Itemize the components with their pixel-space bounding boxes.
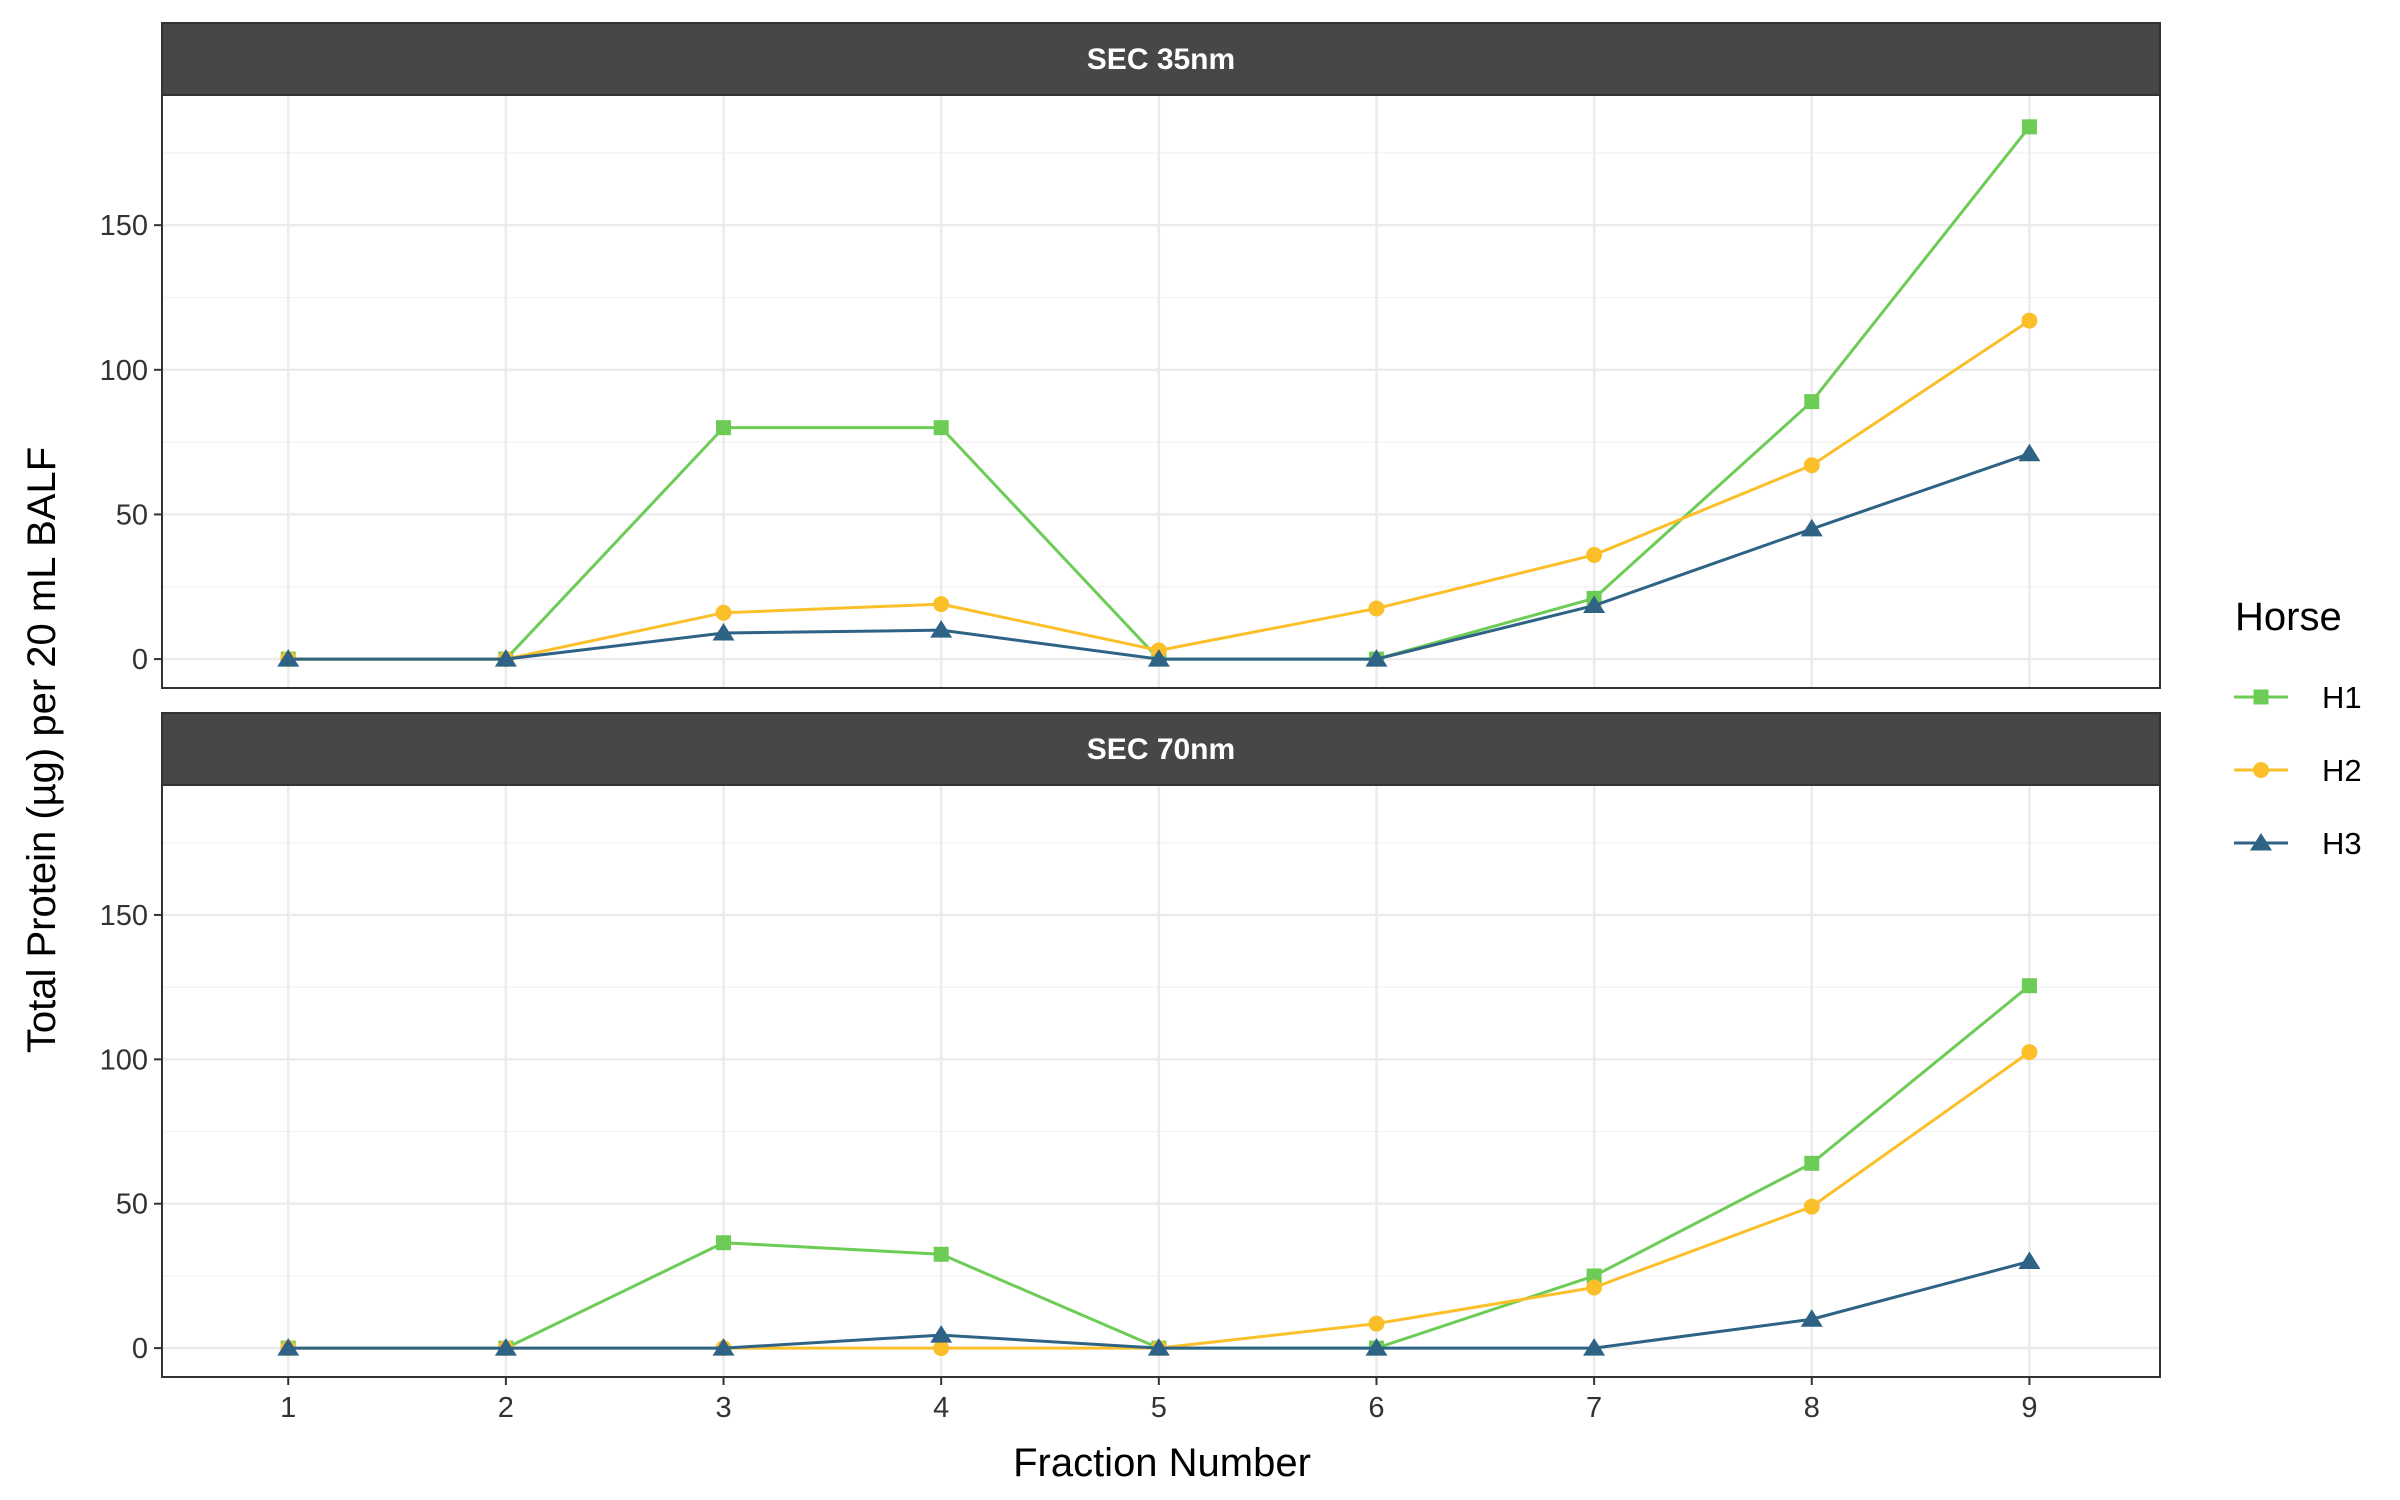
data-point bbox=[2021, 978, 2037, 994]
data-point bbox=[1365, 649, 1388, 667]
data-point bbox=[1365, 1338, 1388, 1356]
data-point bbox=[1586, 1268, 1602, 1284]
data-point bbox=[712, 623, 735, 641]
legend-item-h2: H2 bbox=[2234, 753, 2362, 788]
y-tick-label: 100 bbox=[100, 1044, 148, 1076]
x-axis: 1 2 3 4 5 6 7 8 9 bbox=[280, 1377, 2037, 1424]
data-point bbox=[933, 596, 950, 613]
panel-border bbox=[161, 784, 2161, 1378]
x-axis-title: Fraction Number bbox=[1013, 1441, 1311, 1485]
data-point bbox=[277, 649, 300, 667]
data-point bbox=[930, 1325, 953, 1343]
x-tick-label: 1 bbox=[280, 1392, 296, 1424]
y-tick-label: 150 bbox=[100, 210, 148, 242]
data-point bbox=[1804, 1155, 1820, 1171]
data-point bbox=[2021, 119, 2037, 135]
data-point bbox=[1586, 546, 1603, 563]
y-axis: 0 50 100 150 bbox=[100, 900, 162, 1365]
facet-strip-label: SEC 70nm bbox=[1087, 733, 1235, 766]
legend-item-h1: H1 bbox=[2234, 680, 2362, 715]
panel-1: SEC 35nm 0 50 100 150 bbox=[100, 22, 2161, 689]
legend-item-h3: H3 bbox=[2234, 826, 2362, 861]
y-axis: 0 50 100 150 bbox=[100, 210, 162, 676]
data-point bbox=[1147, 649, 1170, 667]
legend-title: Horse bbox=[2235, 595, 2342, 639]
data-point bbox=[933, 420, 949, 436]
panel-background bbox=[162, 785, 2160, 1377]
y-tick-label: 0 bbox=[132, 644, 148, 676]
y-tick-label: 100 bbox=[100, 355, 148, 387]
data-point bbox=[712, 1338, 735, 1356]
panel-2: SEC 70nm 0 50 100 150 bbox=[100, 712, 2161, 1378]
y-tick-label: 150 bbox=[100, 900, 148, 932]
data-point bbox=[1583, 595, 1606, 614]
data-point bbox=[1586, 1279, 1603, 1296]
legend-key-marker bbox=[2253, 762, 2269, 778]
gridlines bbox=[162, 95, 2160, 688]
y-tick-label: 50 bbox=[116, 499, 148, 531]
data-point bbox=[2021, 1044, 2038, 1061]
data-point bbox=[1804, 394, 1820, 410]
data-point bbox=[494, 649, 517, 667]
data-point bbox=[2021, 312, 2038, 329]
legend: Horse H1 H2 H3 bbox=[2234, 595, 2362, 861]
data-point bbox=[1800, 1309, 1823, 1327]
x-tick-label: 4 bbox=[933, 1392, 949, 1424]
x-tick-label: 8 bbox=[1804, 1392, 1820, 1424]
data-point bbox=[930, 620, 953, 638]
panel-background bbox=[162, 95, 2160, 688]
facet-strip-label: SEC 35nm bbox=[1087, 43, 1235, 76]
x-tick-label: 2 bbox=[498, 1392, 514, 1424]
x-tick-label: 3 bbox=[715, 1392, 731, 1424]
data-point bbox=[1368, 600, 1385, 617]
series-h3 bbox=[277, 443, 2041, 667]
x-tick-label: 5 bbox=[1151, 1392, 1167, 1424]
legend-label: H3 bbox=[2322, 826, 2362, 861]
data-point bbox=[2018, 443, 2041, 462]
data-point bbox=[277, 1338, 300, 1356]
y-axis-title: Total Protein (µg) per 20 mL BALF bbox=[20, 447, 64, 1053]
y-tick-label: 50 bbox=[116, 1189, 148, 1221]
data-point bbox=[716, 420, 732, 436]
legend-key-marker bbox=[2253, 689, 2269, 705]
data-point bbox=[2018, 1251, 2041, 1269]
x-tick-label: 9 bbox=[2021, 1392, 2037, 1424]
data-point bbox=[1800, 518, 1823, 537]
data-point bbox=[1368, 1315, 1385, 1332]
legend-label: H1 bbox=[2322, 680, 2362, 715]
panel-border bbox=[161, 94, 2161, 689]
data-point bbox=[716, 1235, 732, 1251]
data-point bbox=[715, 604, 732, 621]
data-point bbox=[1803, 1198, 1820, 1215]
panels: SEC 35nm 0 50 100 150 SEC 70nm 0 50 100 150 bbox=[100, 22, 2161, 1378]
facet-strip bbox=[161, 22, 2161, 96]
legend-key-marker bbox=[2250, 833, 2272, 851]
facet-strip bbox=[161, 712, 2161, 786]
legend-label: H2 bbox=[2322, 753, 2362, 788]
data-point bbox=[933, 1246, 949, 1262]
y-tick-label: 0 bbox=[132, 1333, 148, 1365]
x-tick-label: 7 bbox=[1586, 1392, 1602, 1424]
series-h3 bbox=[277, 1251, 2041, 1356]
data-point bbox=[1803, 457, 1820, 474]
x-tick-label: 6 bbox=[1368, 1392, 1384, 1424]
data-point bbox=[494, 1338, 517, 1356]
data-point bbox=[1583, 1338, 1606, 1356]
data-point bbox=[933, 1340, 950, 1357]
data-point bbox=[1147, 1338, 1170, 1356]
